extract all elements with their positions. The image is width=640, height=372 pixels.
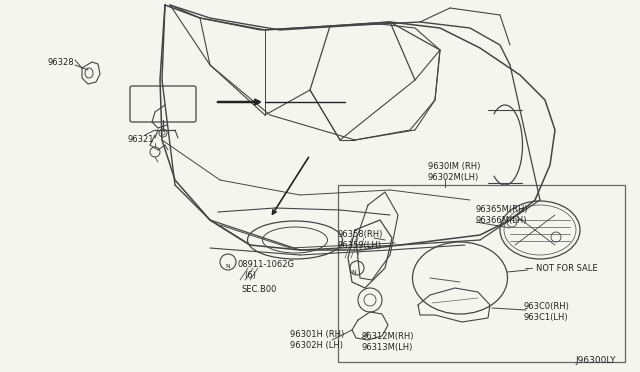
- Text: (6): (6): [244, 271, 256, 280]
- Text: J96300LY: J96300LY: [575, 356, 616, 365]
- Text: 96302M(LH): 96302M(LH): [428, 173, 479, 182]
- Text: — NOT FOR SALE: — NOT FOR SALE: [525, 264, 598, 273]
- Text: 963C1(LH): 963C1(LH): [524, 313, 568, 322]
- Text: 96365M(RH): 96365M(RH): [476, 205, 529, 214]
- Text: N: N: [226, 263, 230, 269]
- Text: 08911-1062G: 08911-1062G: [238, 260, 295, 269]
- Text: 96301H (RH): 96301H (RH): [290, 330, 344, 339]
- Text: 9630IM (RH): 9630IM (RH): [428, 162, 481, 171]
- Text: 96358(RH): 96358(RH): [338, 230, 383, 239]
- Text: 96366M(LH): 96366M(LH): [476, 216, 527, 225]
- Text: 963C0(RH): 963C0(RH): [524, 302, 570, 311]
- Text: N: N: [351, 269, 356, 275]
- Text: 96302H (LH): 96302H (LH): [290, 341, 343, 350]
- Text: SEC.B00: SEC.B00: [242, 285, 277, 294]
- Text: 96359(LH): 96359(LH): [338, 241, 382, 250]
- Text: 96312M(RH): 96312M(RH): [362, 332, 415, 341]
- Text: 96313M(LH): 96313M(LH): [362, 343, 413, 352]
- Text: 96321: 96321: [128, 135, 154, 144]
- Text: 96328: 96328: [48, 58, 75, 67]
- Bar: [338, 185, 625, 362]
